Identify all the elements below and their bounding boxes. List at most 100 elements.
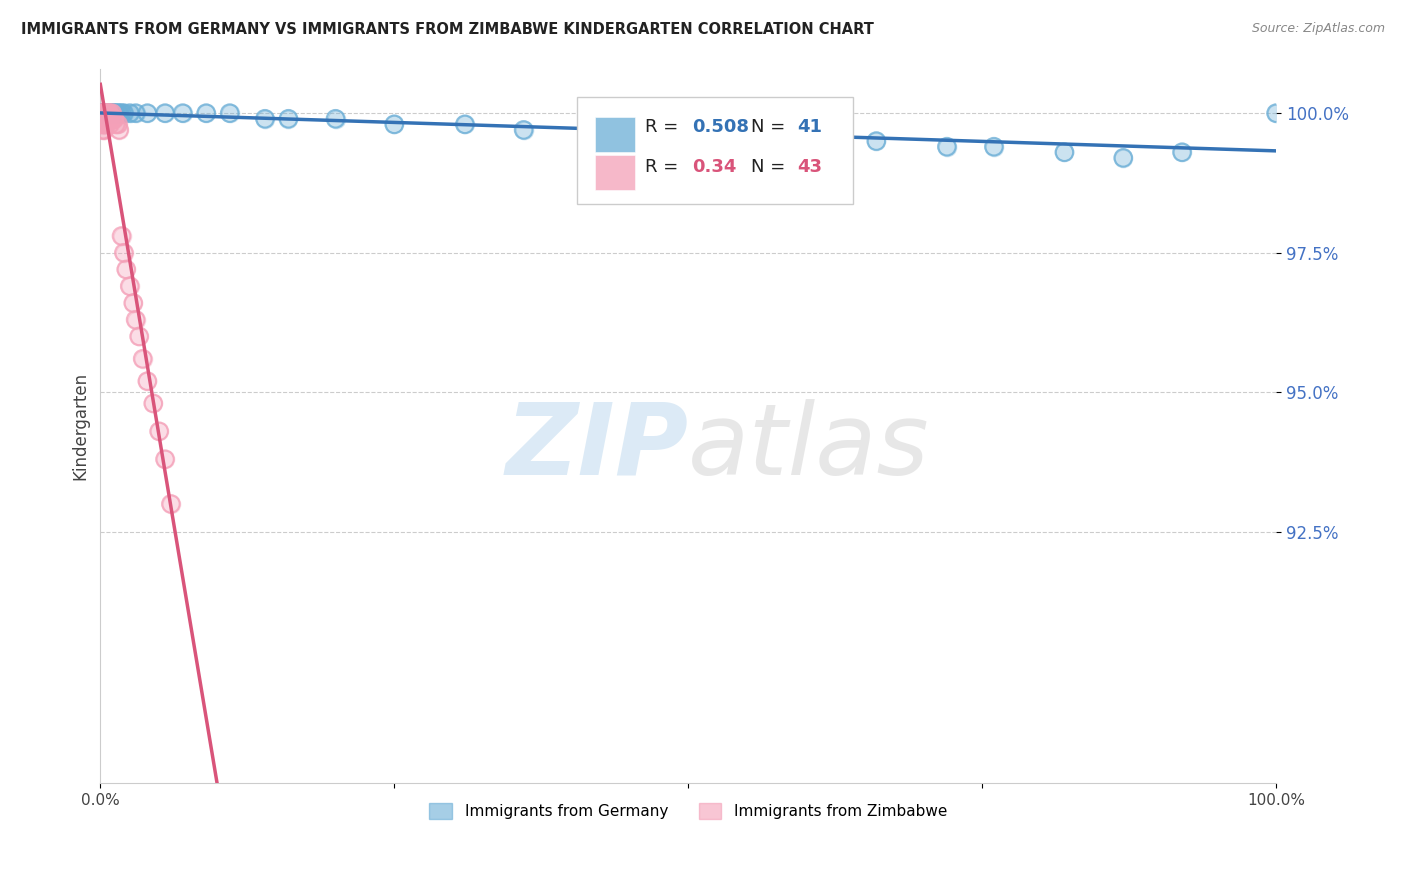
Point	[128, 329, 150, 343]
Point	[1265, 106, 1288, 120]
Point	[1053, 145, 1076, 160]
Text: IMMIGRANTS FROM GERMANY VS IMMIGRANTS FROM ZIMBABWE KINDERGARTEN CORRELATION CHA: IMMIGRANTS FROM GERMANY VS IMMIGRANTS FR…	[21, 22, 875, 37]
Point	[91, 106, 114, 120]
Point	[93, 117, 115, 131]
FancyBboxPatch shape	[595, 117, 636, 153]
Point	[93, 123, 115, 137]
Point	[93, 117, 115, 131]
Point	[97, 106, 120, 120]
Point	[115, 262, 138, 277]
Point	[101, 106, 124, 120]
Point	[97, 112, 120, 126]
Point	[91, 123, 114, 137]
Point	[103, 112, 125, 126]
Text: R =: R =	[645, 158, 683, 176]
Point	[96, 106, 118, 120]
Point	[100, 106, 122, 120]
Point	[94, 106, 117, 120]
Point	[103, 106, 125, 120]
Point	[735, 134, 758, 148]
Point	[107, 117, 129, 131]
Point	[91, 117, 114, 131]
Point	[96, 106, 118, 120]
Point	[96, 106, 118, 120]
Point	[110, 229, 132, 244]
Point	[100, 112, 122, 126]
Point	[218, 106, 240, 120]
FancyBboxPatch shape	[595, 155, 636, 190]
Point	[94, 112, 117, 126]
Point	[983, 139, 1005, 153]
Point	[118, 106, 141, 120]
Point	[122, 296, 145, 310]
Point	[98, 117, 121, 131]
Point	[96, 117, 118, 131]
FancyBboxPatch shape	[576, 97, 853, 204]
Point	[110, 229, 132, 244]
Point	[93, 106, 115, 120]
Point	[865, 134, 887, 148]
Point	[865, 134, 887, 148]
Point	[90, 112, 112, 126]
Point	[97, 106, 120, 120]
Point	[160, 497, 183, 511]
Point	[122, 296, 145, 310]
Point	[153, 106, 176, 120]
Text: ZIP: ZIP	[505, 399, 688, 496]
Point	[277, 112, 299, 126]
Point	[90, 117, 112, 131]
Point	[195, 106, 218, 120]
Point	[96, 106, 118, 120]
Point	[96, 112, 118, 126]
Point	[277, 112, 299, 126]
Point	[91, 106, 114, 120]
Point	[90, 106, 112, 120]
Point	[983, 139, 1005, 153]
Point	[142, 396, 165, 410]
Point	[90, 106, 112, 120]
Point	[382, 117, 405, 131]
Point	[115, 262, 138, 277]
Point	[91, 112, 114, 126]
Point	[103, 112, 125, 126]
Point	[108, 106, 131, 120]
Point	[108, 123, 131, 137]
Point	[1265, 106, 1288, 120]
Point	[91, 117, 114, 131]
Point	[1171, 145, 1194, 160]
Point	[112, 245, 135, 260]
Point	[195, 106, 218, 120]
Text: N =: N =	[751, 158, 790, 176]
Point	[148, 425, 170, 439]
Point	[806, 128, 828, 143]
Point	[935, 139, 957, 153]
Point	[103, 112, 125, 126]
Legend: Immigrants from Germany, Immigrants from Zimbabwe: Immigrants from Germany, Immigrants from…	[423, 797, 953, 825]
Point	[512, 123, 534, 137]
Point	[93, 123, 115, 137]
Point	[142, 396, 165, 410]
Point	[124, 106, 146, 120]
Y-axis label: Kindergarten: Kindergarten	[72, 372, 89, 480]
Point	[96, 106, 118, 120]
Point	[96, 112, 118, 126]
Point	[454, 117, 477, 131]
Point	[136, 106, 159, 120]
Point	[94, 117, 117, 131]
Point	[112, 106, 135, 120]
Point	[112, 106, 135, 120]
Point	[96, 112, 118, 126]
Point	[153, 452, 176, 467]
Point	[104, 117, 127, 131]
Text: 41: 41	[797, 118, 823, 136]
Point	[172, 106, 194, 120]
Point	[124, 312, 146, 326]
Point	[96, 106, 118, 120]
Point	[153, 106, 176, 120]
Point	[735, 134, 758, 148]
Point	[97, 112, 120, 126]
Point	[104, 106, 127, 120]
Point	[512, 123, 534, 137]
Point	[103, 106, 125, 120]
Point	[325, 112, 347, 126]
